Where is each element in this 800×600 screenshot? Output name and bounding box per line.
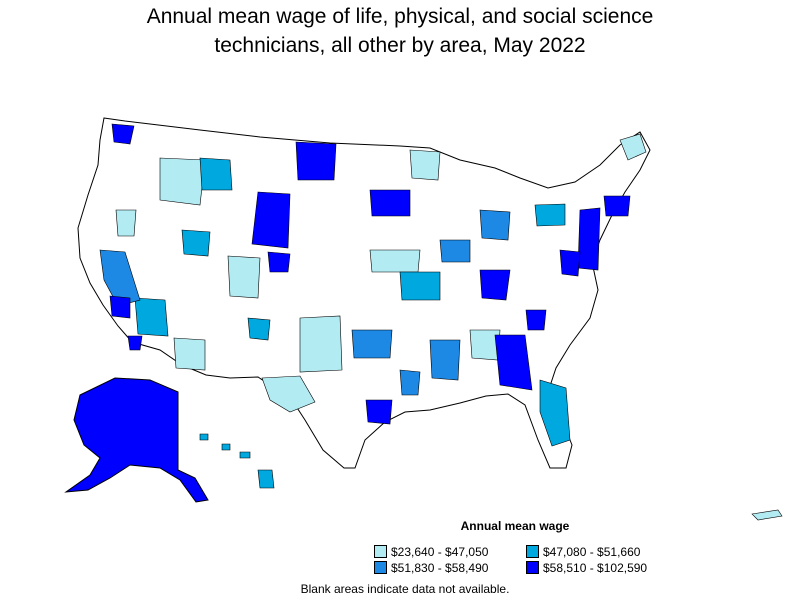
legend-item-tier-2: $47,080 - $51,660 bbox=[526, 545, 640, 559]
area bbox=[479, 209, 511, 241]
area bbox=[369, 249, 421, 273]
area bbox=[429, 339, 461, 381]
island bbox=[221, 443, 231, 451]
island bbox=[199, 433, 209, 441]
area bbox=[479, 269, 511, 301]
area bbox=[267, 251, 291, 273]
legend-item-tier-4: $58,510 - $102,590 bbox=[526, 561, 647, 575]
legend-item-tier-1: $23,640 - $47,050 bbox=[374, 545, 488, 559]
legend-swatch-tier-1 bbox=[374, 545, 387, 558]
area bbox=[534, 203, 566, 227]
area bbox=[539, 379, 571, 447]
area bbox=[173, 337, 206, 371]
legend-swatch-tier-3 bbox=[374, 561, 387, 574]
map-title-line-1: Annual mean wage of life, physical, and … bbox=[146, 5, 654, 28]
data-availability-note: Blank areas indicate data not available. bbox=[300, 582, 510, 596]
area bbox=[409, 149, 441, 181]
area bbox=[525, 309, 547, 331]
area bbox=[181, 229, 211, 257]
map-title-line-2: technicians, all other by area, May 2022 bbox=[214, 34, 586, 57]
area bbox=[559, 249, 581, 277]
area bbox=[109, 295, 131, 319]
area bbox=[365, 399, 393, 425]
area bbox=[111, 123, 135, 145]
area bbox=[399, 271, 441, 301]
area bbox=[369, 189, 411, 217]
legend-item-tier-3: $51,830 - $58,490 bbox=[374, 561, 488, 575]
areas-tier-1 bbox=[115, 133, 647, 413]
legend-label-tier-2: $47,080 - $51,660 bbox=[543, 545, 641, 559]
areas-tier-2 bbox=[134, 157, 571, 447]
area bbox=[494, 334, 533, 391]
area bbox=[469, 329, 501, 361]
area bbox=[619, 133, 647, 161]
areas-tier-3 bbox=[99, 209, 511, 396]
area bbox=[247, 317, 271, 341]
area bbox=[127, 335, 143, 351]
legend-label-tier-1: $23,640 - $47,050 bbox=[391, 545, 489, 559]
area bbox=[295, 141, 337, 181]
area bbox=[115, 209, 137, 237]
area bbox=[159, 157, 206, 206]
legend-title: Annual mean wage bbox=[460, 519, 570, 533]
area bbox=[577, 207, 601, 271]
area bbox=[299, 315, 343, 373]
area bbox=[439, 239, 471, 263]
legend-swatch-tier-4 bbox=[526, 561, 539, 574]
area bbox=[134, 297, 169, 337]
area bbox=[199, 157, 233, 191]
area bbox=[603, 195, 631, 217]
puerto-rico bbox=[751, 509, 783, 521]
map-title: Annual mean wage of life, physical, and … bbox=[0, 2, 800, 60]
legend-label-tier-3: $51,830 - $58,490 bbox=[391, 561, 489, 575]
island bbox=[239, 451, 251, 459]
island bbox=[257, 469, 275, 489]
area bbox=[251, 191, 291, 249]
area bbox=[399, 369, 421, 396]
area bbox=[227, 255, 261, 299]
areas-tier-4 bbox=[109, 123, 631, 425]
alaska bbox=[64, 377, 209, 503]
area bbox=[351, 329, 393, 359]
hawaii bbox=[199, 433, 275, 489]
area bbox=[261, 375, 316, 413]
legend-swatch-tier-2 bbox=[526, 545, 539, 558]
legend-label-tier-4: $58,510 - $102,590 bbox=[543, 561, 648, 575]
